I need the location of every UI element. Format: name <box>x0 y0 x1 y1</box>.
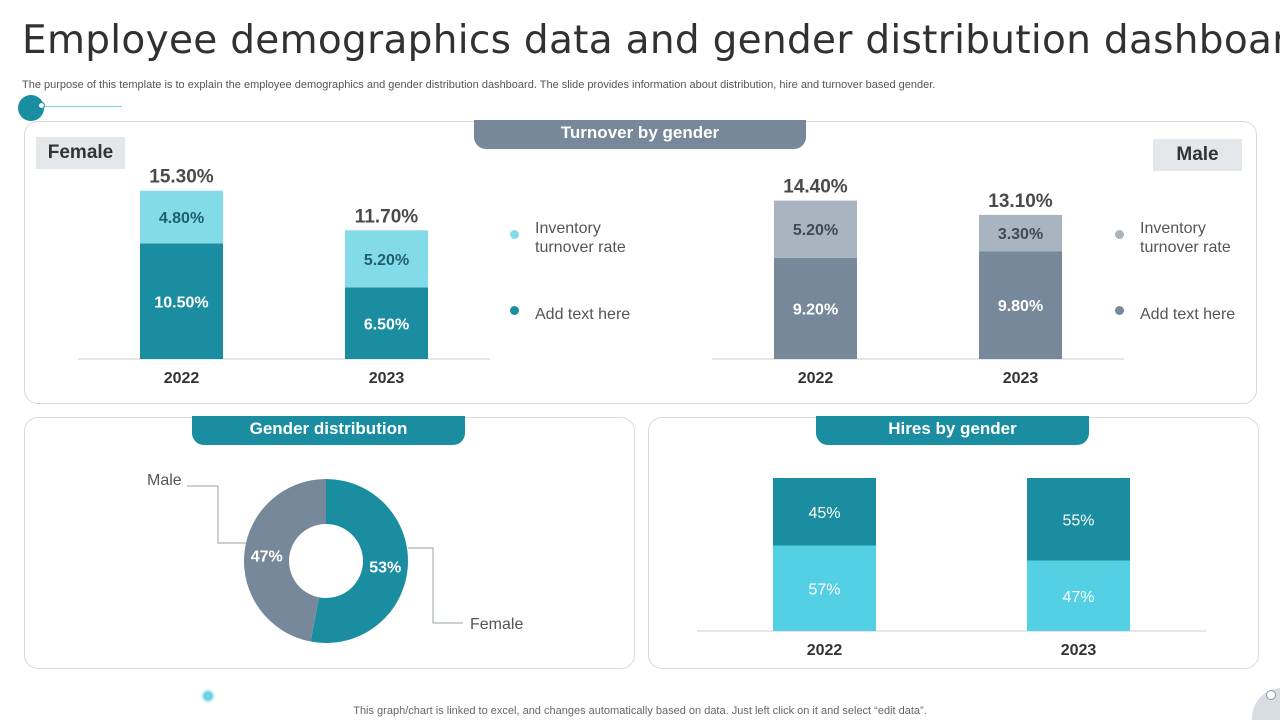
hires-by-gender-bar-2022-bottom <box>773 545 876 631</box>
male-turnover-total-2022: 14.40% <box>783 177 848 198</box>
legend-dot-inventory-male <box>1115 230 1124 239</box>
legend-addtext-male: Add text here <box>1140 306 1236 323</box>
hires-by-gender-bar-2023-top <box>1027 478 1130 561</box>
male-turnover-bar-2023-top <box>979 214 1062 252</box>
hires-by-gender-label-2023-bottom: 47% <box>1062 589 1094 606</box>
male-turnover-label-2023-base: 9.80% <box>998 298 1043 315</box>
male-turnover-label-2023-top: 3.30% <box>998 226 1043 243</box>
female-turnover-bar-2023-top <box>345 230 428 288</box>
male-turnover-bar-2022-top <box>774 200 857 258</box>
female-turnover-category-2023: 2023 <box>369 370 405 387</box>
donut-leader-male <box>187 485 246 544</box>
donut-slice-male <box>243 479 326 642</box>
male-turnover-total-2023: 13.10% <box>988 191 1053 212</box>
legend-dot-inventory-female <box>510 230 519 239</box>
female-badge: Female <box>36 137 125 169</box>
legend-inventory-male: Inventory turnover rate <box>1140 220 1231 256</box>
male-badge: Male <box>1153 139 1242 171</box>
female-turnover-total-2023: 11.70% <box>355 206 418 227</box>
donut-label-male: 47% <box>251 548 283 565</box>
decorative-line <box>44 106 122 107</box>
legend-inventory-female: Inventory turnover rate <box>535 220 626 256</box>
donut-label-female: 53% <box>369 560 401 577</box>
female-turnover-category-2022: 2022 <box>164 370 200 387</box>
female-turnover-label-2023-base: 6.50% <box>364 316 409 333</box>
page-subtitle: The purpose of this template is to expla… <box>22 79 936 91</box>
female-turnover-bar-2022-base <box>140 243 223 359</box>
hires-by-gender-bar-2022-top <box>773 478 876 546</box>
footer-note: This graph/chart is linked to excel, and… <box>353 705 927 717</box>
female-turnover-label-2022-base: 10.50% <box>154 294 208 311</box>
donut-callout-male: Male <box>147 472 182 489</box>
hires-by-gender-label-2022-top: 45% <box>808 505 840 522</box>
hires-by-gender-bar-2023-bottom <box>1027 560 1130 631</box>
male-turnover-bar-2022-base <box>774 257 857 359</box>
hires-tab-header: Hires by gender <box>816 416 1089 445</box>
legend-dot-addtext-female <box>510 306 519 315</box>
decorative-corner-ring <box>1266 690 1276 700</box>
hires-by-gender-label-2023-top: 55% <box>1062 512 1094 529</box>
female-turnover-total-2022: 15.30% <box>149 167 214 188</box>
donut-slice-female <box>310 479 408 643</box>
hires-by-gender-category-2022: 2022 <box>807 642 843 659</box>
gender-distribution-tab-header: Gender distribution <box>192 416 465 445</box>
turnover-tab-header: Turnover by gender <box>474 120 806 149</box>
male-turnover-label-2022-top: 5.20% <box>793 222 838 239</box>
female-turnover-bar-2023-base <box>345 287 428 359</box>
page-title: Employee demographics data and gender di… <box>22 18 1280 63</box>
male-turnover-category-2023: 2023 <box>1003 370 1039 387</box>
female-turnover-label-2023-top: 5.20% <box>364 252 409 269</box>
donut-callout-female: Female <box>470 616 523 633</box>
hires-panel <box>648 417 1259 669</box>
legend-addtext-female: Add text here <box>535 306 631 323</box>
hires-by-gender-label-2022-bottom: 57% <box>808 581 840 598</box>
decorative-dot-bottom <box>201 689 215 703</box>
decorative-dot-small <box>38 102 45 109</box>
legend-dot-addtext-male <box>1115 306 1124 315</box>
female-turnover-bar-2022-top <box>140 190 223 244</box>
male-turnover-label-2022-base: 9.20% <box>793 301 838 318</box>
female-turnover-label-2022-top: 4.80% <box>159 210 204 227</box>
donut-leader-female <box>408 547 463 624</box>
hires-by-gender-category-2023: 2023 <box>1061 642 1097 659</box>
male-turnover-category-2022: 2022 <box>798 370 834 387</box>
male-turnover-bar-2023-base <box>979 251 1062 359</box>
